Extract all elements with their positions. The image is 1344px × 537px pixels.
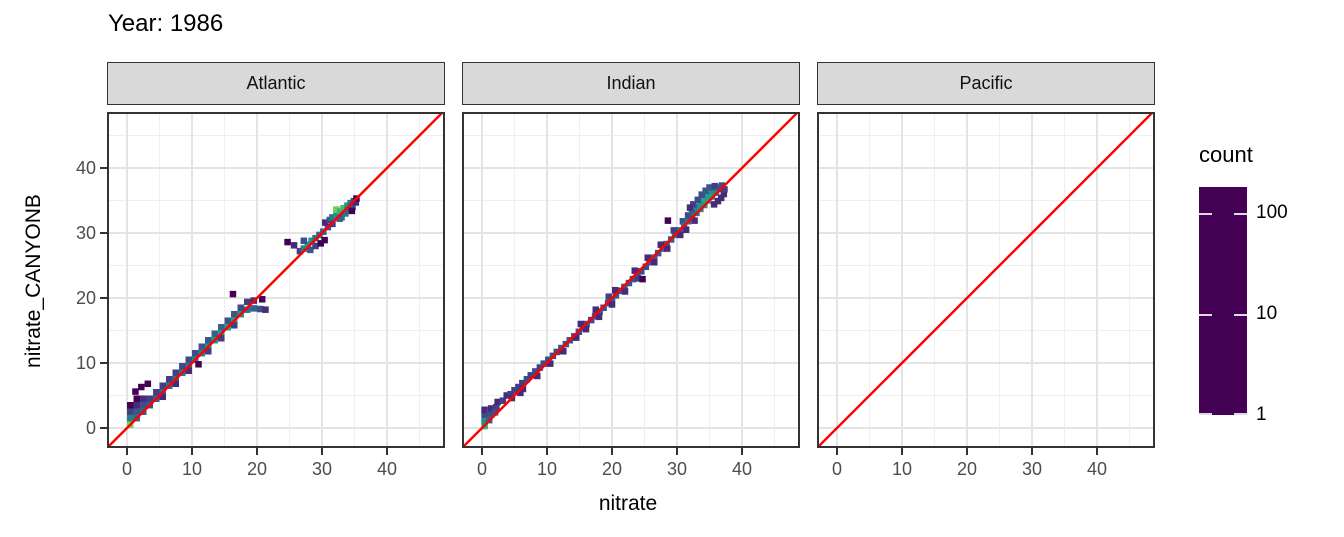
y-tick-label: 30 [75,222,96,243]
legend-tick-label: 10 [1256,302,1278,324]
y-tick-label: 0 [85,417,96,438]
legend: count 100 10 1 [1185,138,1344,448]
x-axis-tick [836,448,839,455]
y-axis-tick [100,166,107,169]
x-axis-tick [321,448,324,455]
facet-panel-pacific [817,112,1155,448]
y-tick-label: 40 [75,157,96,178]
x-axis-tick [1096,448,1099,455]
y-axis-tick [100,361,107,364]
x-axis-tick [386,448,389,455]
x-tick-label: 0 [477,459,488,479]
y-tick-label: 10 [75,352,96,373]
legend-bar-tick [1234,212,1247,215]
x-tick-label: 40 [732,459,753,479]
x-axis-tick [481,448,484,455]
panel-canvas-pacific [817,112,1155,448]
x-axis-tick [741,448,744,455]
x-axis-tick [1031,448,1034,455]
x-tick-label: 10 [892,459,913,479]
x-tick-label: 10 [182,459,203,479]
reference-line [462,112,800,448]
y-axis-tick [100,231,107,234]
legend-colorbar [1199,187,1247,415]
x-tick-label: 20 [247,459,268,479]
legend-bar-tick [1234,413,1247,415]
x-axis-title: nitrate [598,492,658,515]
facet-panel-indian [462,112,800,448]
x-axis-tick [901,448,904,455]
legend-tick-label: 1 [1256,404,1267,425]
x-axis-tick [546,448,549,455]
x-axis-tick [191,448,194,455]
x-tick-label: 10 [537,459,558,479]
x-tick-label: 0 [832,459,843,479]
plot-title: Year: 1986 [108,10,224,37]
x-axis-tick [256,448,259,455]
facet-strip-pacific: Pacific [817,62,1155,105]
facet-panel-atlantic [107,112,445,448]
legend-bar-tick [1234,313,1247,316]
panel-canvas-indian [462,112,800,448]
reference-line [107,112,445,448]
facet-strip-atlantic: Atlantic [107,62,445,105]
x-tick-label: 40 [1087,459,1108,479]
x-tick-label: 0 [122,459,133,479]
x-axis-tick [611,448,614,455]
y-axis-title: nitrate_CANYONB [22,194,45,368]
legend-bar-tick [1199,313,1212,316]
x-tick-label: 20 [957,459,978,479]
x-tick-label: 20 [602,459,623,479]
x-tick-label: 30 [667,459,688,479]
facet-strip-label: Atlantic [246,73,306,93]
reference-line [817,112,1155,448]
y-tick-label: 20 [75,287,96,308]
legend-title: count [1199,142,1253,167]
facet-strip-label: Pacific [959,73,1013,93]
x-axis-tick [676,448,679,455]
facet-strip-indian: Indian [462,62,800,105]
x-tick-label: 30 [1022,459,1043,479]
y-axis-tick [100,296,107,299]
legend-bar-tick [1199,413,1212,415]
legend-bar-tick [1199,212,1212,215]
legend-tick-label: 100 [1256,201,1288,223]
gridlines [107,112,445,448]
x-axis-tick [966,448,969,455]
facet-strip-label: Indian [606,73,656,93]
x-tick-label: 40 [377,459,398,479]
x-tick-label: 30 [312,459,333,479]
panel-canvas-atlantic [107,112,445,448]
y-axis-tick [100,426,107,429]
x-axis-tick [126,448,129,455]
